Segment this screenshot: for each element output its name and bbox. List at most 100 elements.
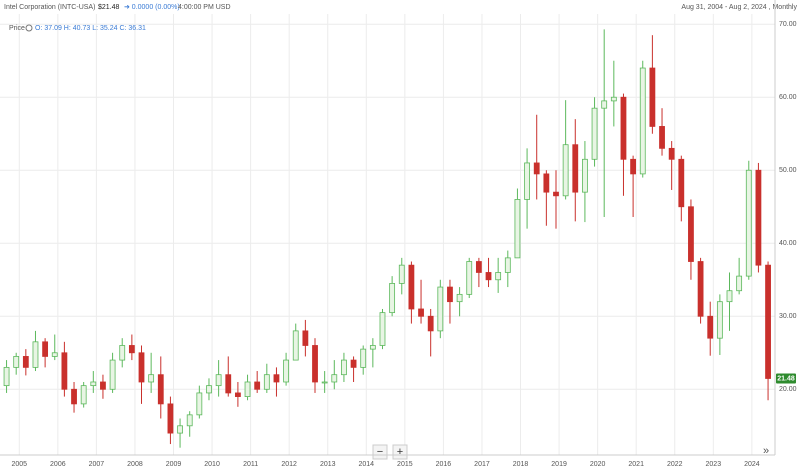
candle-body — [167, 403, 174, 434]
x-tick-label: 2017 — [474, 461, 490, 468]
candle-body — [244, 381, 251, 397]
candle-body — [639, 67, 646, 175]
x-tick-label: 2012 — [281, 461, 297, 468]
y-tick-label: 50.00 — [779, 167, 797, 174]
candle-body — [321, 381, 328, 384]
candle-body — [128, 345, 135, 354]
change: ➜ 0.0000 (0.00%) — [124, 4, 180, 11]
candle-body — [524, 162, 530, 200]
candle-body — [716, 301, 723, 339]
x-tick-label: 2021 — [628, 461, 644, 468]
x-tick-label: 2007 — [89, 461, 105, 468]
candle-body — [553, 191, 559, 197]
candle-body — [225, 374, 232, 394]
x-tick-label: 2014 — [359, 461, 375, 468]
date-range: Aug 31, 2004 - Aug 2, 2024 , Monthly — [681, 4, 797, 11]
x-tick-label: 2006 — [50, 461, 66, 468]
price: $21.48 — [98, 4, 120, 11]
candle-body — [148, 374, 155, 383]
candle-body — [80, 385, 87, 405]
x-tick-label: 2020 — [590, 461, 606, 468]
zoom-out-label: − — [377, 446, 383, 458]
x-tick-label: 2024 — [744, 461, 760, 468]
settings-icon[interactable] — [25, 24, 33, 32]
candle-body — [514, 199, 521, 259]
candle-body — [302, 330, 309, 346]
candle-body — [562, 144, 569, 197]
y-tick-label: 40.00 — [779, 240, 797, 247]
x-tick-label: 2013 — [320, 461, 336, 468]
x-tick-label: 2022 — [667, 461, 683, 468]
candle-body — [61, 352, 68, 390]
x-tick-label: 2010 — [204, 461, 220, 468]
candle-body — [389, 283, 396, 314]
candle-body — [42, 341, 49, 357]
candle-body — [119, 345, 126, 361]
candle-body — [543, 173, 550, 193]
candle-body — [109, 359, 116, 390]
scroll-button[interactable]: » — [763, 445, 769, 457]
candle-body — [177, 425, 183, 434]
x-tick-label: 2011 — [243, 461, 258, 468]
x-tick-label: 2019 — [551, 461, 567, 468]
candle-body — [3, 366, 10, 387]
candle-body — [13, 356, 20, 368]
zoom-in-label: + — [397, 446, 403, 458]
candle-body — [466, 261, 473, 295]
candle-body — [234, 392, 241, 397]
candle-body — [350, 359, 357, 368]
candle-body — [736, 275, 743, 292]
candle-body — [427, 315, 434, 332]
candle-body — [620, 96, 627, 160]
candle-body — [456, 293, 463, 303]
candle-body — [292, 330, 299, 361]
last-price-tag — [776, 373, 796, 384]
candle-body — [254, 381, 261, 390]
x-tick-label: 2005 — [11, 461, 27, 468]
candle-body — [71, 388, 77, 405]
y-tick-label: 70.00 — [779, 21, 797, 28]
candle-body — [745, 169, 752, 277]
candle-body — [697, 261, 704, 317]
candle-body — [610, 96, 617, 102]
x-tick-label: 2009 — [166, 461, 182, 468]
candle-body — [51, 352, 58, 357]
candle-body — [485, 272, 492, 281]
candle-body — [437, 286, 444, 332]
candle-body — [688, 206, 694, 262]
candle-body — [418, 308, 424, 317]
time: 4:00:00 PM USD — [178, 4, 231, 11]
candle-body — [215, 374, 222, 387]
candle-body — [186, 414, 193, 427]
candle-body — [331, 374, 338, 383]
y-tick-label: 20.00 — [779, 386, 797, 393]
x-tick-label: 2015 — [397, 461, 413, 468]
y-tick-label: 60.00 — [779, 94, 797, 101]
candle-body — [601, 100, 608, 109]
x-tick-label: 2018 — [513, 461, 529, 468]
candle-body — [678, 158, 685, 208]
candle-body — [533, 162, 540, 175]
candle-body — [765, 264, 771, 379]
candle-body — [196, 392, 203, 416]
x-tick-label: 2023 — [706, 461, 722, 468]
candle-body — [475, 261, 482, 273]
legend-ohlc: O: 37.09 H: 40.73 L: 35.24 C: 36.31 — [35, 25, 146, 32]
x-tick-label: 2016 — [436, 461, 452, 468]
candle-body — [341, 359, 347, 376]
candle-body — [157, 374, 164, 405]
candle-body — [138, 352, 145, 383]
candle-body — [447, 286, 453, 303]
candle-body — [408, 264, 415, 310]
candle-body — [312, 345, 318, 383]
candle-body — [206, 385, 212, 394]
candle-body — [495, 272, 502, 281]
candle-body — [283, 359, 289, 383]
last-price-label: 21.48 — [777, 375, 795, 382]
candle-body — [360, 348, 367, 368]
y-tick-label: 30.00 — [779, 313, 797, 320]
candle-body — [591, 107, 598, 160]
candle-body — [369, 345, 376, 350]
candle-body — [263, 374, 270, 390]
